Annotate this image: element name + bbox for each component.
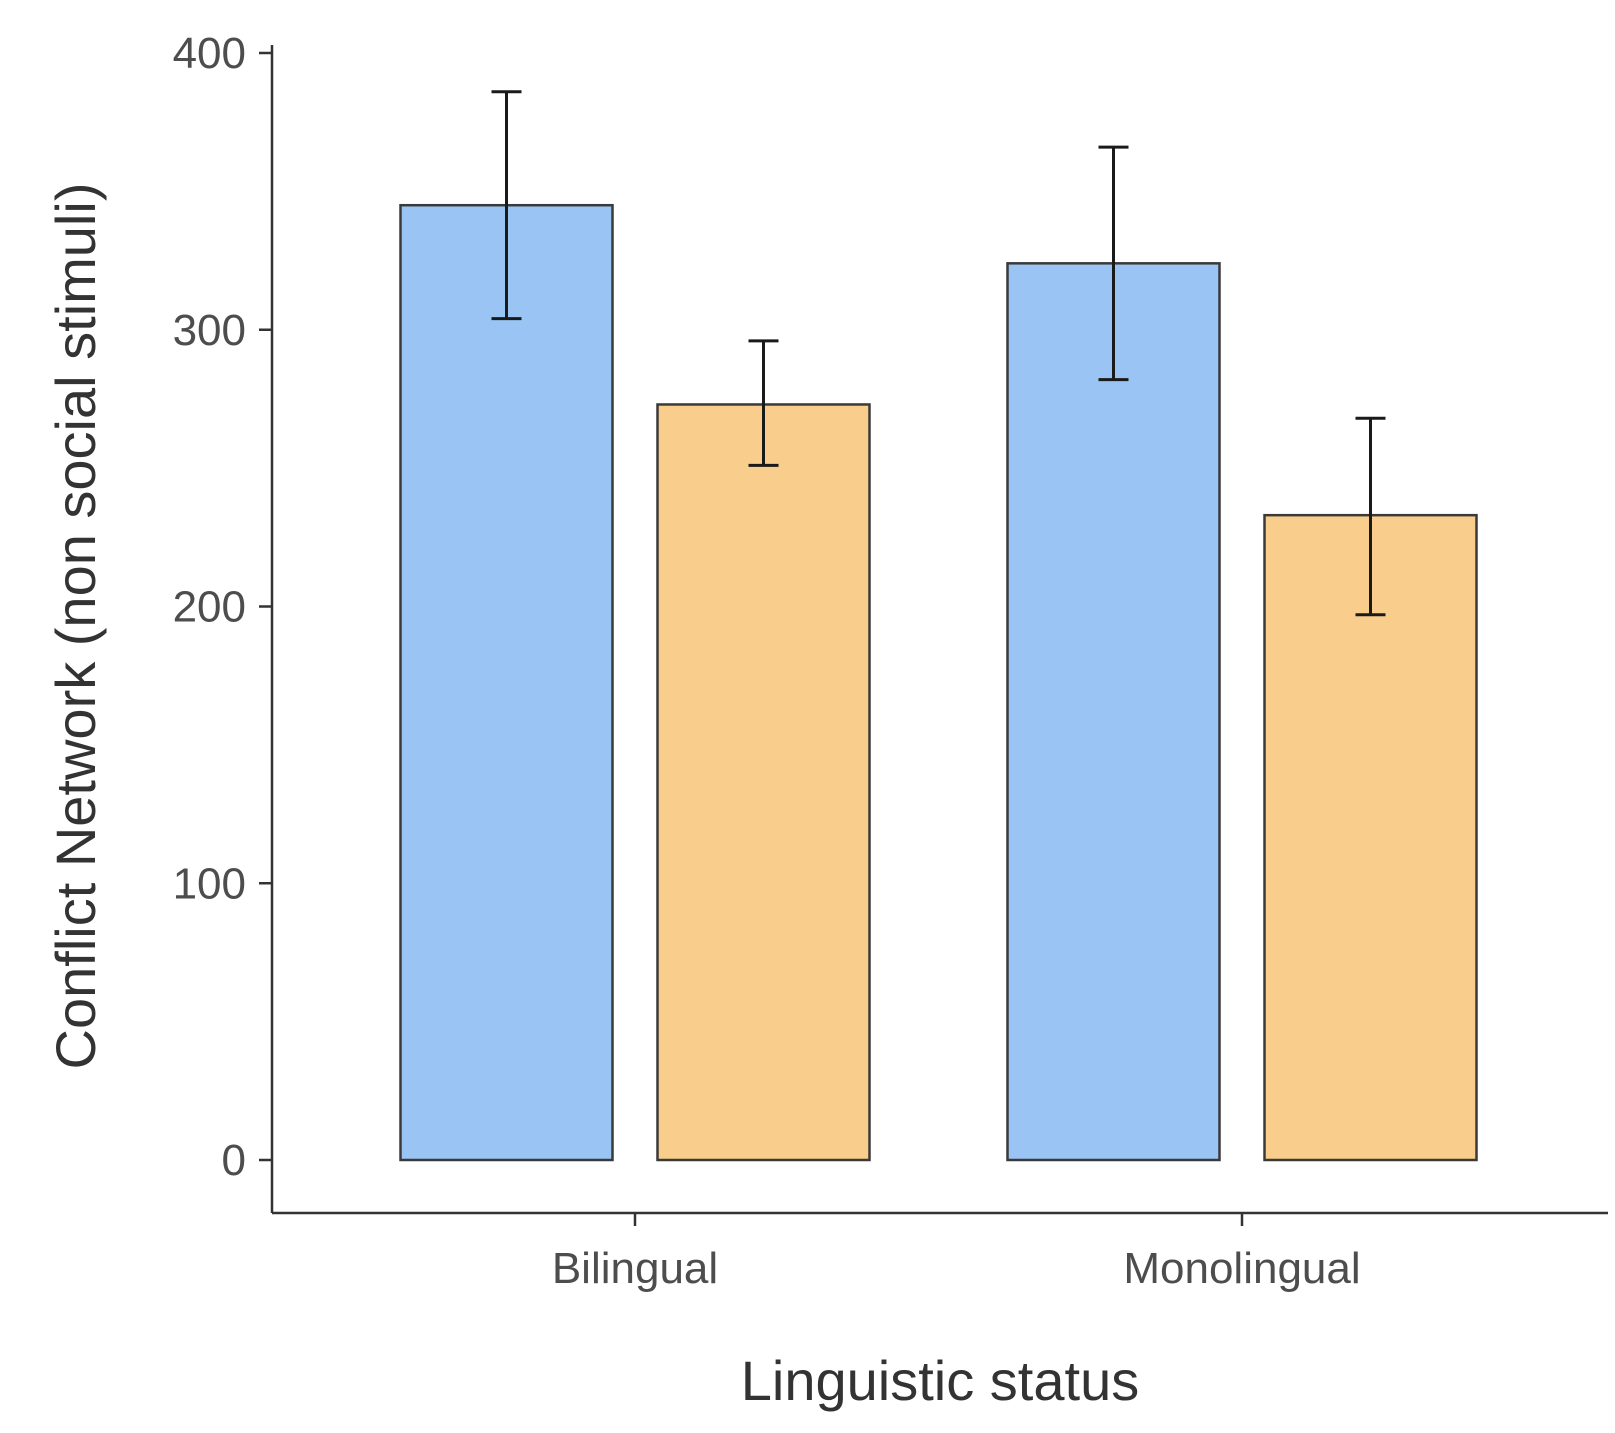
y-tick-label: 200 xyxy=(173,583,246,632)
y-axis-title: Conflict Network (non social stimuli) xyxy=(44,183,107,1070)
error-bars xyxy=(491,90,1386,617)
x-tick-label-bilingual: Bilingual xyxy=(552,1244,718,1293)
bar-bilingual-series-2 xyxy=(656,403,871,1162)
bar-monolingual-series-2 xyxy=(1263,513,1478,1162)
x-axis-title: Linguistic status xyxy=(741,1349,1139,1412)
y-tick-label: 0 xyxy=(222,1136,246,1185)
x-axis: Bilingual Monolingual xyxy=(272,1211,1608,1293)
y-tick-label: 400 xyxy=(173,29,246,78)
x-tick-label-monolingual: Monolingual xyxy=(1123,1244,1360,1293)
bars xyxy=(399,203,1478,1162)
bar-monolingual-series-1 xyxy=(1006,262,1221,1162)
y-axis: 0 100 200 300 400 xyxy=(173,29,274,1213)
bar-bilingual-series-1 xyxy=(399,203,614,1162)
y-tick-label: 100 xyxy=(173,859,246,908)
y-tick-label: 300 xyxy=(173,306,246,355)
